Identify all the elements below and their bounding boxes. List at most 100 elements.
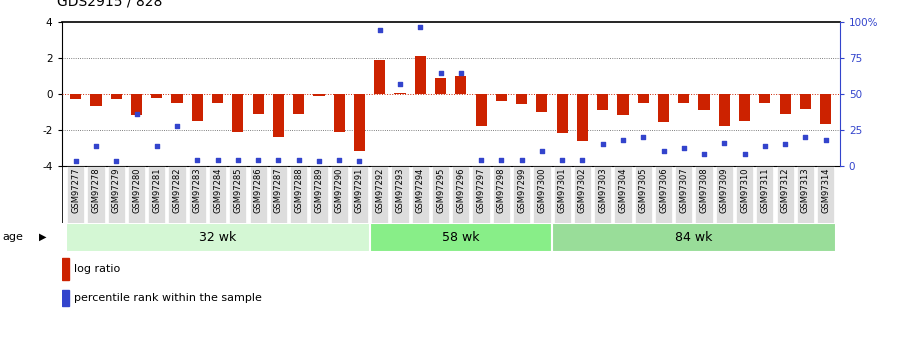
Bar: [334, 94, 345, 132]
Bar: [151, 94, 162, 98]
FancyBboxPatch shape: [817, 166, 834, 223]
Text: GSM97284: GSM97284: [213, 167, 222, 213]
Bar: [516, 94, 528, 104]
Point: [798, 134, 813, 140]
FancyBboxPatch shape: [757, 166, 774, 223]
Text: GSM97300: GSM97300: [538, 167, 547, 213]
Bar: [71, 94, 81, 99]
Point: [453, 70, 468, 75]
FancyBboxPatch shape: [492, 166, 510, 223]
FancyBboxPatch shape: [351, 166, 368, 223]
Bar: [699, 94, 710, 110]
Point: [595, 141, 610, 147]
Point: [210, 157, 224, 162]
Bar: [110, 94, 122, 99]
Text: GSM97299: GSM97299: [517, 167, 526, 213]
Text: 32 wk: 32 wk: [199, 231, 236, 244]
Bar: [739, 94, 750, 121]
Text: GSM97278: GSM97278: [91, 167, 100, 213]
Text: ▶: ▶: [39, 232, 46, 242]
Point: [757, 143, 772, 148]
Point: [291, 157, 306, 162]
Text: GDS2915 / 828: GDS2915 / 828: [57, 0, 162, 9]
FancyBboxPatch shape: [554, 166, 571, 223]
FancyBboxPatch shape: [128, 166, 145, 223]
Bar: [313, 94, 325, 96]
FancyBboxPatch shape: [736, 166, 753, 223]
Text: GSM97283: GSM97283: [193, 167, 202, 213]
Bar: [395, 93, 405, 94]
Bar: [800, 94, 811, 109]
Point: [576, 157, 590, 162]
FancyBboxPatch shape: [614, 166, 632, 223]
FancyBboxPatch shape: [371, 166, 388, 223]
FancyBboxPatch shape: [574, 166, 591, 223]
Point: [231, 157, 245, 162]
FancyBboxPatch shape: [796, 166, 814, 223]
Bar: [455, 76, 466, 94]
Point: [494, 157, 509, 162]
Text: GSM97288: GSM97288: [294, 167, 303, 213]
FancyBboxPatch shape: [108, 166, 125, 223]
Text: GSM97282: GSM97282: [173, 167, 182, 213]
FancyBboxPatch shape: [209, 166, 226, 223]
Text: GSM97296: GSM97296: [456, 167, 465, 213]
Bar: [272, 94, 284, 137]
Text: GSM97304: GSM97304: [618, 167, 627, 213]
Point: [251, 157, 265, 162]
FancyBboxPatch shape: [412, 166, 429, 223]
Text: 84 wk: 84 wk: [675, 231, 712, 244]
Bar: [233, 94, 243, 131]
Bar: [414, 57, 426, 94]
FancyBboxPatch shape: [594, 166, 611, 223]
Text: GSM97311: GSM97311: [760, 167, 769, 213]
Text: GSM97280: GSM97280: [132, 167, 141, 213]
FancyBboxPatch shape: [229, 166, 246, 223]
FancyBboxPatch shape: [310, 166, 328, 223]
Point: [373, 27, 387, 32]
Text: GSM97312: GSM97312: [781, 167, 790, 213]
Bar: [293, 94, 304, 114]
FancyBboxPatch shape: [148, 166, 166, 223]
Point: [311, 159, 326, 164]
Point: [514, 157, 529, 162]
Point: [332, 157, 347, 162]
Text: GSM97291: GSM97291: [355, 167, 364, 213]
Point: [656, 148, 671, 154]
FancyBboxPatch shape: [776, 166, 794, 223]
Point: [555, 157, 569, 162]
FancyBboxPatch shape: [67, 166, 84, 223]
Point: [109, 159, 123, 164]
Point: [352, 159, 367, 164]
Text: 58 wk: 58 wk: [442, 231, 480, 244]
Text: GSM97314: GSM97314: [821, 167, 830, 213]
Point: [149, 143, 164, 148]
Point: [474, 157, 489, 162]
Bar: [354, 94, 365, 151]
Point: [413, 24, 427, 29]
FancyBboxPatch shape: [189, 166, 206, 223]
Bar: [171, 94, 183, 103]
Text: GSM97285: GSM97285: [233, 167, 243, 213]
Bar: [62, 290, 69, 306]
Text: GSM97281: GSM97281: [152, 167, 161, 213]
FancyBboxPatch shape: [88, 166, 105, 223]
Bar: [131, 94, 142, 116]
Point: [393, 81, 407, 87]
Text: GSM97293: GSM97293: [395, 167, 405, 213]
Bar: [62, 258, 69, 280]
Bar: [557, 94, 567, 134]
Point: [738, 151, 752, 157]
Point: [697, 151, 711, 157]
Bar: [759, 94, 770, 103]
Text: GSM97289: GSM97289: [314, 167, 323, 213]
FancyBboxPatch shape: [291, 166, 308, 223]
FancyBboxPatch shape: [270, 166, 287, 223]
FancyBboxPatch shape: [391, 166, 409, 223]
Bar: [90, 94, 101, 106]
Point: [636, 134, 651, 140]
FancyBboxPatch shape: [432, 166, 449, 223]
FancyBboxPatch shape: [250, 166, 267, 223]
Bar: [779, 94, 791, 114]
Text: GSM97298: GSM97298: [497, 167, 506, 213]
